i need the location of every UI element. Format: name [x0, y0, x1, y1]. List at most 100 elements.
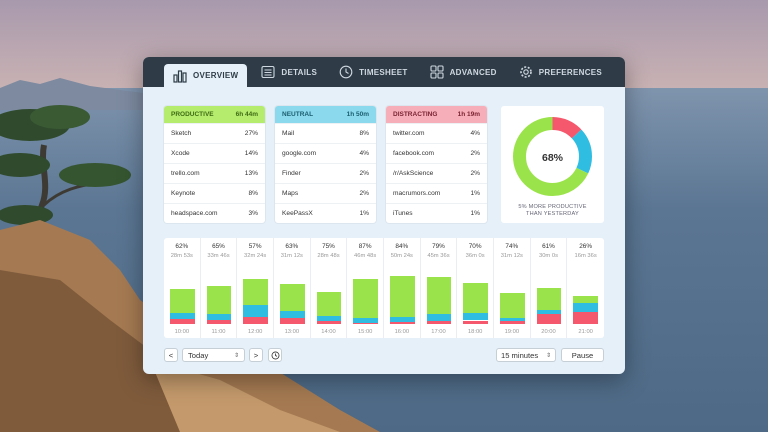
clock-icon [271, 351, 279, 359]
app-percent: 2% [470, 150, 480, 157]
app-name: iTunes [393, 210, 413, 217]
interval-select[interactable]: 15 minutes ⇕ [496, 348, 556, 362]
bar-segment-productive [206, 285, 232, 314]
list-item[interactable]: Mail 8% [275, 123, 376, 143]
hour-column[interactable]: 75% 28m 48s 14:00 [311, 238, 348, 338]
tab-details[interactable]: DETAILS [253, 57, 325, 87]
bar-segment-distracting [316, 321, 342, 324]
app-percent: 14% [244, 150, 258, 157]
tab-advanced[interactable]: ADVANCED [422, 57, 505, 87]
app-name: /r/AskScience [393, 170, 434, 177]
list-item[interactable]: macrumors.com 1% [386, 183, 487, 203]
hour-productivity-percent: 65% [212, 243, 225, 250]
distracting-card: DISTRACTING 1h 19m twitter.com 4% faceboo… [386, 106, 487, 223]
bar-segment-distracting [280, 318, 305, 324]
list-item[interactable]: twitter.com 4% [386, 123, 487, 143]
hour-column[interactable]: 61% 30m 0s 20:00 [531, 238, 568, 338]
app-name: google.com [282, 150, 317, 157]
hour-duration: 33m 46s [207, 253, 230, 259]
list-item[interactable]: Sketch 27% [164, 123, 265, 143]
hour-label: 11:00 [211, 329, 226, 335]
neutral-card-header: NEUTRAL 1h 50m [275, 106, 376, 123]
list-item[interactable]: headspace.com 3% [164, 203, 265, 223]
tab-overview[interactable]: OVERVIEW [164, 64, 248, 87]
app-percent: 2% [359, 190, 369, 197]
app-percent: 1% [470, 210, 480, 217]
list-item[interactable]: google.com 4% [275, 143, 376, 163]
controls-bar: < Today ⇕ > 15 minutes ⇕ Pause [164, 348, 604, 364]
next-day-button[interactable]: > [249, 348, 263, 362]
tab-advanced-label: ADVANCED [449, 67, 497, 77]
app-name: macrumors.com [393, 190, 441, 197]
tab-timesheet-label: TIMESHEET [359, 67, 408, 77]
hour-column[interactable]: 26% 16m 36s 21:00 [567, 238, 604, 338]
hour-label: 15:00 [357, 329, 373, 335]
app-percent: 2% [470, 170, 480, 177]
app-percent: 3% [248, 210, 258, 217]
bar-segment-productive [280, 284, 305, 311]
list-item[interactable]: Xcode 14% [164, 143, 265, 163]
list-item[interactable]: KeePassX 1% [275, 203, 376, 223]
hour-label: 18:00 [467, 329, 483, 335]
hour-label: 21:00 [578, 329, 593, 335]
hour-productivity-percent: 84% [395, 243, 409, 250]
donut-segment-neutral [513, 117, 592, 196]
hour-column[interactable]: 63% 31m 12s 13:00 [274, 238, 311, 338]
bar-segment-neutral [500, 317, 525, 322]
list-item[interactable]: trello.com 13% [164, 163, 265, 183]
history-button[interactable] [268, 348, 282, 362]
hour-column[interactable]: 70% 36m 0s 18:00 [457, 238, 494, 338]
hour-column[interactable]: 62% 28m 53s 10:00 [164, 238, 201, 338]
app-percent: 4% [470, 130, 480, 137]
category-name: PRODUCTIVE [171, 111, 214, 118]
hour-label: 10:00 [174, 329, 190, 335]
pause-button[interactable]: Pause [561, 348, 604, 362]
tab-preferences[interactable]: PREFERENCES [511, 57, 610, 87]
list-item[interactable]: facebook.com 2% [386, 143, 487, 163]
app-name: KeePassX [282, 210, 313, 217]
app-percent: 1% [359, 210, 369, 217]
productivity-summary-card: 68% 5% MORE PRODUCTIVE THAN YESTERDAY [501, 106, 604, 223]
app-percent: 13% [244, 170, 258, 177]
hour-productivity-percent: 57% [248, 243, 262, 250]
app-name: headspace.com [171, 210, 218, 217]
hour-duration: 28m 53s [170, 253, 193, 259]
tab-timesheet[interactable]: TIMESHEET [331, 57, 415, 87]
list-item[interactable]: Maps 2% [275, 183, 376, 203]
hour-productivity-percent: 70% [468, 243, 482, 250]
hour-duration: 50m 24s [390, 253, 413, 259]
updown-icon: ⇕ [233, 352, 239, 359]
hour-column[interactable]: 65% 33m 46s 11:00 [201, 238, 238, 338]
list-icon [261, 65, 275, 79]
bar-segment-distracting [573, 312, 598, 324]
hour-label: 20:00 [541, 329, 556, 335]
bar-segment-neutral [170, 312, 195, 320]
clock-icon [339, 65, 353, 79]
hour-productivity-percent: 62% [175, 243, 189, 250]
bar-segment-neutral [206, 313, 232, 320]
bar-segment-neutral [390, 317, 415, 322]
bar-segment-productive [573, 296, 598, 303]
gear-icon [519, 66, 532, 78]
bar-segment-productive [353, 279, 378, 319]
hour-column[interactable]: 57% 32m 24s 12:00 [237, 238, 274, 338]
bar-segment-distracting [243, 317, 268, 324]
list-item[interactable]: Finder 2% [275, 163, 376, 183]
previous-day-button[interactable]: < [164, 348, 178, 362]
app-percent: 27% [244, 130, 258, 137]
bar-segment-distracting [390, 321, 415, 324]
hour-column[interactable]: 79% 45m 36s 17:00 [421, 238, 458, 338]
tab-preferences-label: PREFERENCES [538, 67, 603, 77]
list-item[interactable]: iTunes 1% [386, 203, 487, 223]
bar-segment-neutral [353, 318, 378, 324]
hour-column[interactable]: 84% 50m 24s 16:00 [384, 238, 421, 338]
hour-label: 13:00 [284, 329, 300, 335]
date-select[interactable]: Today ⇕ [182, 348, 245, 362]
hour-column[interactable]: 87% 46m 48s 15:00 [347, 238, 384, 338]
bar-segment-productive [426, 277, 452, 315]
app-name: Finder [282, 170, 301, 177]
hour-column[interactable]: 74% 31m 12s 19:00 [494, 238, 531, 338]
list-item[interactable]: Keynote 8% [164, 183, 265, 203]
productivity-donut-chart [513, 117, 592, 196]
list-item[interactable]: /r/AskScience 2% [386, 163, 487, 183]
